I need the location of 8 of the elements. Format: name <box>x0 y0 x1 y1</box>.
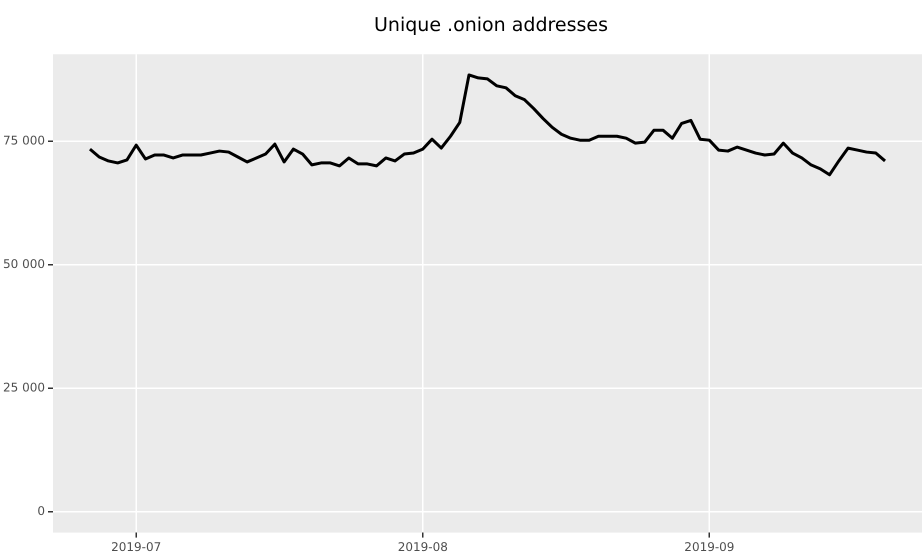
y-tick-label: 50 000 <box>2 256 45 271</box>
y-tick-label: 75 000 <box>2 133 45 148</box>
x-tick-label: 2019-07 <box>111 540 162 554</box>
y-tick-label: 0 <box>37 504 45 518</box>
x-tick-label: 2019-09 <box>684 540 734 554</box>
y-tick-label: 25 000 <box>2 380 45 394</box>
x-tick-label: 2019-08 <box>398 540 448 554</box>
chart-title: Unique .onion addresses <box>373 13 609 38</box>
